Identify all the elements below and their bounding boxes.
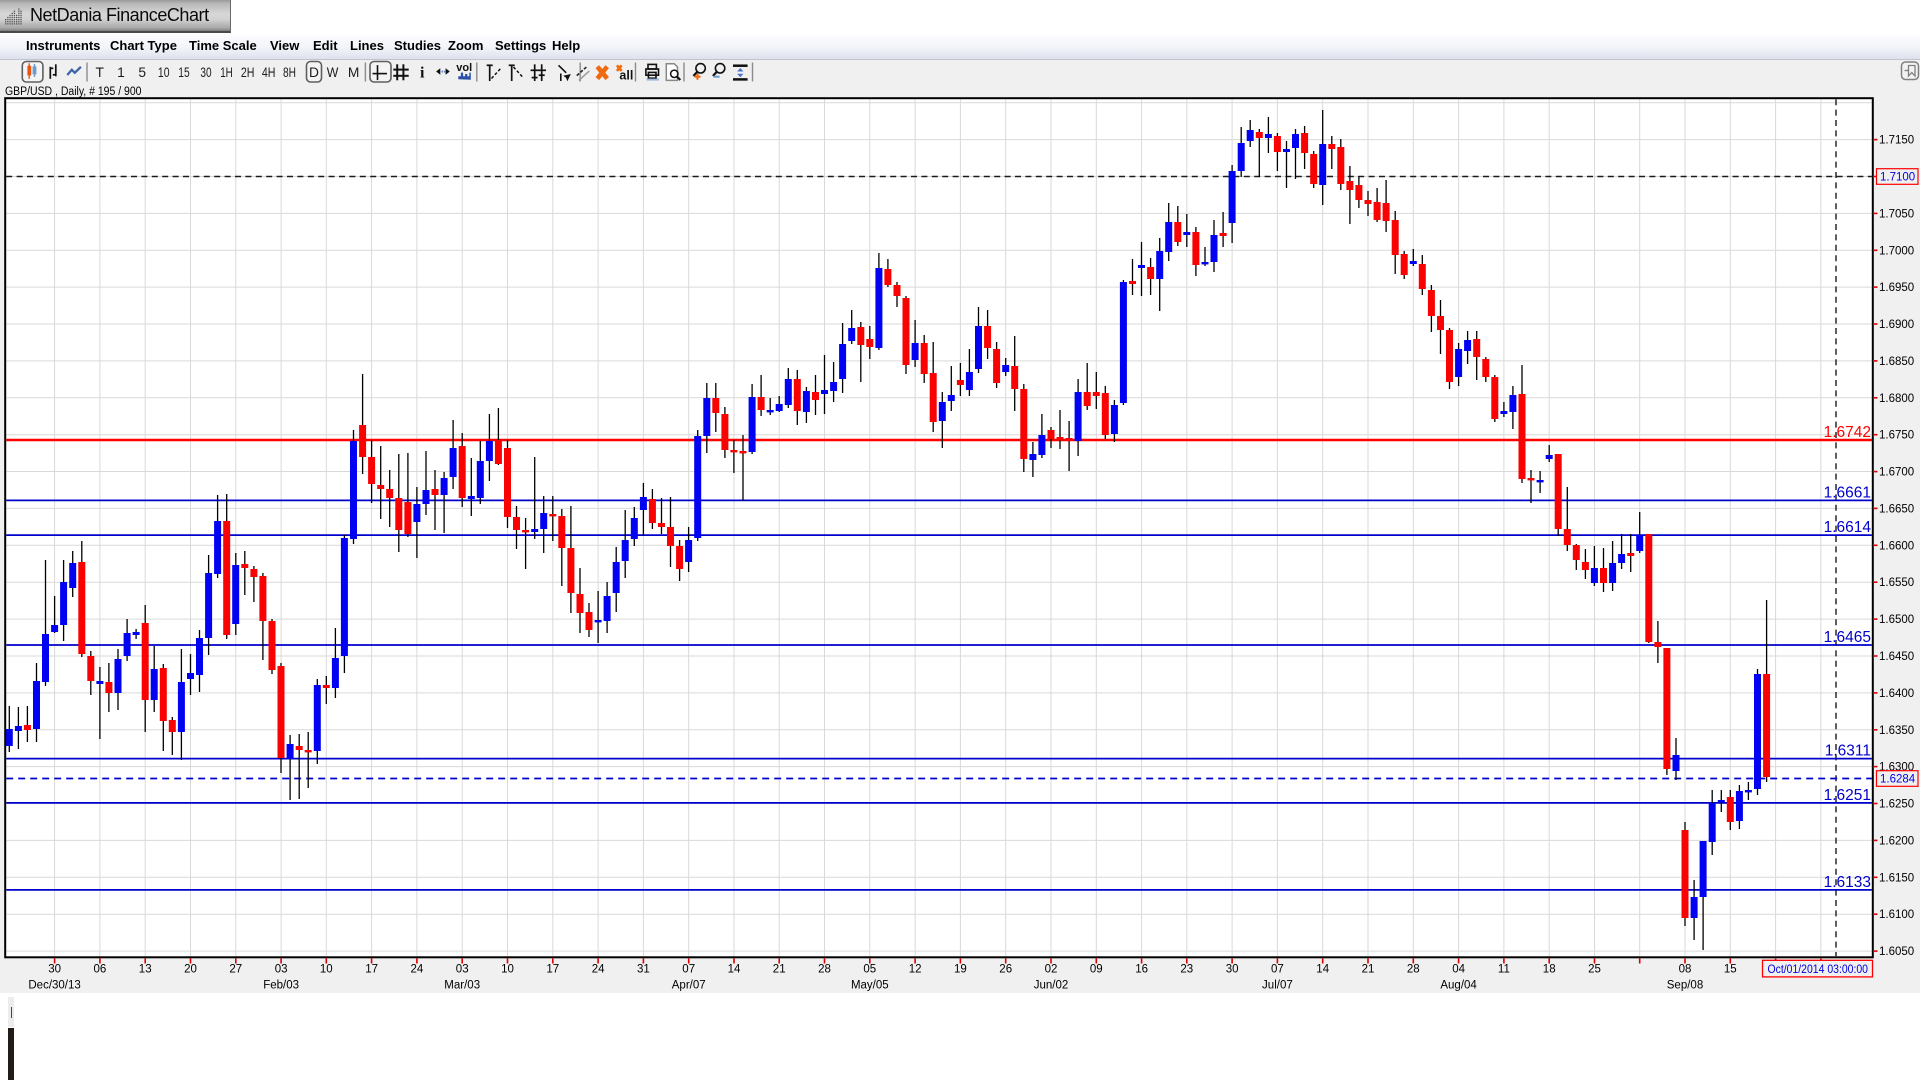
svg-text:31: 31 — [637, 964, 650, 976]
svg-text:13: 13 — [139, 964, 152, 976]
svg-text:Dec/30/13: Dec/30/13 — [28, 980, 80, 992]
svg-text:1.6450: 1.6450 — [1879, 651, 1914, 663]
svg-text:25: 25 — [1588, 964, 1601, 976]
svg-text:10: 10 — [158, 65, 170, 80]
svg-text:1.6550: 1.6550 — [1879, 577, 1914, 589]
svg-text:Jul/07: Jul/07 — [1262, 980, 1293, 992]
svg-text:Aug/04: Aug/04 — [1440, 980, 1477, 992]
svg-text:1.7150: 1.7150 — [1879, 135, 1914, 147]
svg-text:1.6900: 1.6900 — [1879, 319, 1914, 331]
svg-text:1.6050: 1.6050 — [1879, 946, 1914, 958]
svg-text:16: 16 — [1135, 964, 1148, 976]
svg-text:i: i — [420, 65, 425, 82]
svg-text:1.7000: 1.7000 — [1879, 245, 1914, 257]
svg-text:1.6750: 1.6750 — [1879, 430, 1914, 442]
svg-text:09: 09 — [1090, 964, 1103, 976]
svg-text:vol: vol — [456, 62, 472, 74]
svg-text:D: D — [309, 65, 319, 80]
svg-text:28: 28 — [818, 964, 831, 976]
svg-text:1.6950: 1.6950 — [1879, 282, 1914, 294]
svg-text:21: 21 — [773, 964, 786, 976]
svg-text:1.6311: 1.6311 — [1825, 743, 1871, 760]
svg-text:23: 23 — [1180, 964, 1193, 976]
svg-text:1.6400: 1.6400 — [1879, 688, 1914, 700]
svg-text:28: 28 — [1407, 964, 1420, 976]
svg-text:1.6133: 1.6133 — [1824, 874, 1871, 891]
svg-text:Jun/02: Jun/02 — [1034, 980, 1069, 992]
svg-text:1.6800: 1.6800 — [1879, 393, 1914, 405]
svg-text:03: 03 — [456, 964, 469, 976]
svg-text:Mar/03: Mar/03 — [444, 980, 480, 992]
svg-text:Apr/07: Apr/07 — [672, 980, 706, 992]
svg-text:1.6150: 1.6150 — [1879, 872, 1914, 884]
svg-text:03: 03 — [275, 964, 288, 976]
svg-text:1.6251: 1.6251 — [1824, 787, 1871, 804]
svg-text:1.6350: 1.6350 — [1879, 725, 1914, 737]
svg-text:15: 15 — [178, 65, 190, 80]
svg-text:26: 26 — [999, 964, 1012, 976]
svg-text:19: 19 — [954, 964, 967, 976]
svg-text:14: 14 — [1316, 964, 1329, 976]
svg-text:1.6850: 1.6850 — [1879, 356, 1914, 368]
svg-text:1.6650: 1.6650 — [1879, 503, 1914, 515]
svg-text:10: 10 — [501, 964, 514, 976]
svg-text:06: 06 — [94, 964, 107, 976]
svg-text:21: 21 — [1362, 964, 1375, 976]
svg-text:1.6100: 1.6100 — [1879, 909, 1914, 921]
svg-text:27: 27 — [229, 964, 242, 976]
svg-text:Sep/08: Sep/08 — [1667, 980, 1703, 992]
svg-text:07: 07 — [1271, 964, 1284, 976]
svg-text:30: 30 — [48, 964, 61, 976]
svg-text:1.7050: 1.7050 — [1879, 208, 1914, 220]
svg-text:W: W — [327, 65, 339, 80]
svg-text:18: 18 — [1543, 964, 1556, 976]
svg-text:1.6700: 1.6700 — [1879, 467, 1914, 479]
svg-text:24: 24 — [592, 964, 605, 976]
svg-text:Feb/03: Feb/03 — [263, 980, 299, 992]
svg-text:4H: 4H — [262, 65, 276, 80]
svg-text:1.6200: 1.6200 — [1879, 835, 1914, 847]
svg-text:May/05: May/05 — [851, 980, 889, 992]
svg-text:11: 11 — [1498, 964, 1510, 976]
svg-text:12: 12 — [909, 964, 922, 976]
svg-text:20: 20 — [184, 964, 197, 976]
svg-text:08: 08 — [1679, 964, 1692, 976]
svg-text:02: 02 — [1045, 964, 1058, 976]
svg-text:2H: 2H — [241, 65, 255, 80]
svg-text:04: 04 — [1452, 964, 1465, 976]
svg-text:1H: 1H — [220, 65, 233, 80]
svg-text:1.6284: 1.6284 — [1880, 774, 1916, 786]
svg-text:5: 5 — [138, 65, 146, 80]
svg-text:1.6661: 1.6661 — [1824, 484, 1871, 501]
svg-text:T: T — [95, 65, 104, 80]
svg-text:1.6465: 1.6465 — [1824, 629, 1871, 646]
svg-text:17: 17 — [546, 964, 559, 976]
svg-text:1.6742: 1.6742 — [1824, 424, 1871, 441]
svg-text:1: 1 — [117, 65, 125, 80]
svg-text:1.6500: 1.6500 — [1879, 614, 1914, 626]
svg-text:10: 10 — [320, 964, 333, 976]
svg-text:05: 05 — [863, 964, 876, 976]
svg-text:30: 30 — [200, 65, 211, 80]
svg-text:17: 17 — [365, 964, 378, 976]
svg-text:1.6250: 1.6250 — [1879, 799, 1914, 811]
svg-text:30: 30 — [1226, 964, 1239, 976]
svg-text:1.6600: 1.6600 — [1879, 540, 1914, 552]
svg-text:24: 24 — [411, 964, 424, 976]
svg-text:1.7100: 1.7100 — [1880, 172, 1915, 184]
svg-text:1.6614: 1.6614 — [1824, 519, 1872, 536]
svg-text:Oct/01/2014 03:00:00: Oct/01/2014 03:00:00 — [1768, 962, 1869, 976]
svg-text:14: 14 — [728, 964, 741, 976]
svg-text:15: 15 — [1724, 964, 1737, 976]
svg-text:07: 07 — [682, 964, 695, 976]
svg-text:8H: 8H — [283, 65, 296, 80]
svg-text:all: all — [619, 68, 633, 82]
svg-text:GBP/USD , Daily, # 195 / 900: GBP/USD , Daily, # 195 / 900 — [5, 86, 142, 98]
svg-text:M: M — [348, 65, 360, 80]
